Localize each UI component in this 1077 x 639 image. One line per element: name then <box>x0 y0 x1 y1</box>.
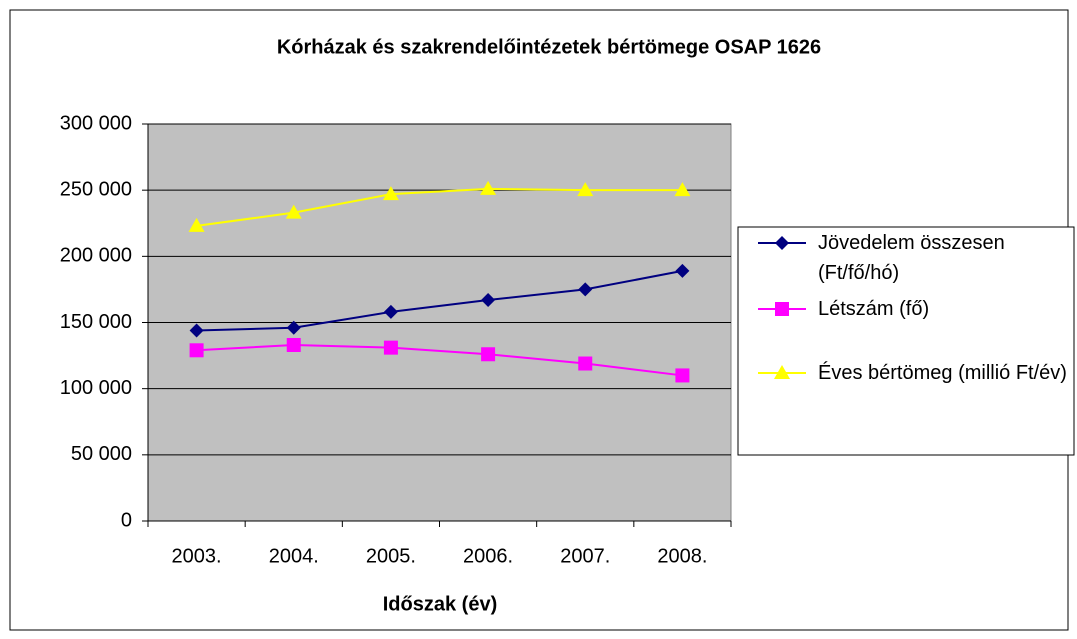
marker <box>674 182 691 197</box>
legend-label: Éves bértömeg (millió Ft/év) <box>818 362 1067 384</box>
marker <box>775 302 789 316</box>
chart-title: Kórházak és szakrendelőintézetek bértöme… <box>277 36 821 58</box>
marker <box>481 347 496 362</box>
marker <box>578 356 593 371</box>
y-tick-label: 250 000 <box>60 178 132 200</box>
marker <box>189 343 204 358</box>
y-tick-label: 150 000 <box>60 311 132 333</box>
marker <box>383 304 398 319</box>
marker <box>286 320 301 335</box>
series-line <box>196 269 683 332</box>
y-tick-label: 300 000 <box>60 112 132 134</box>
x-tick-label: 2006. <box>463 545 513 567</box>
marker <box>775 236 789 250</box>
y-tick-label: 100 000 <box>60 377 132 399</box>
marker <box>577 182 594 197</box>
marker <box>774 365 790 379</box>
legend-box <box>737 226 1075 456</box>
series-line <box>196 343 683 377</box>
marker <box>578 282 593 297</box>
marker <box>188 217 205 232</box>
legend-label: Létszám (fő) <box>818 298 930 320</box>
marker <box>286 337 301 352</box>
marker <box>480 180 497 195</box>
marker <box>675 263 690 278</box>
marker <box>285 204 302 219</box>
x-axis-title: Időszak (év) <box>383 593 497 615</box>
y-tick-label: 50 000 <box>71 443 132 465</box>
y-tick-label: 0 <box>121 509 132 531</box>
legend-label: Jövedelem összesen (Ft/fő/hó) <box>818 232 1005 284</box>
marker <box>189 323 204 338</box>
x-tick-label: 2004. <box>269 545 319 567</box>
x-tick-label: 2005. <box>366 545 416 567</box>
series-line <box>196 187 683 227</box>
y-tick-label: 200 000 <box>60 245 132 267</box>
marker <box>675 368 690 383</box>
marker <box>382 186 399 201</box>
x-tick-label: 2007. <box>560 545 610 567</box>
x-tick-label: 2008. <box>657 545 707 567</box>
marker <box>481 293 496 308</box>
marker <box>383 340 398 355</box>
x-tick-label: 2003. <box>172 545 222 567</box>
